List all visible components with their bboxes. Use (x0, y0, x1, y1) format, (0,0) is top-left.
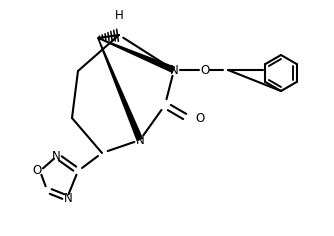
Text: O: O (195, 113, 204, 126)
Polygon shape (97, 38, 143, 141)
Text: H: H (115, 9, 123, 22)
Text: O: O (200, 63, 210, 76)
Text: N: N (52, 149, 60, 163)
Text: N: N (63, 191, 72, 205)
Text: N: N (136, 134, 144, 147)
Text: N: N (170, 63, 178, 76)
Text: O: O (32, 164, 42, 177)
Polygon shape (98, 37, 175, 73)
